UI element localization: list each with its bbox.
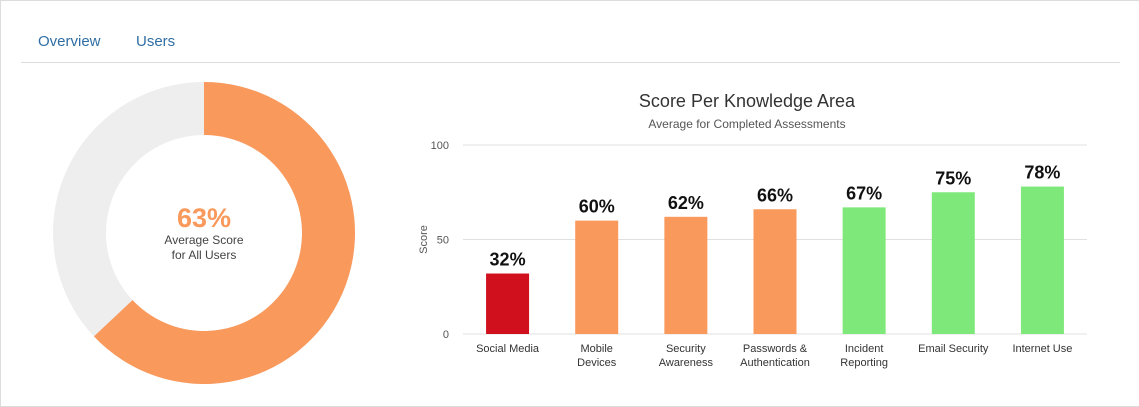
bar-data-label: 75% [935,168,971,188]
x-tick-label: Incident Reporting [840,343,888,369]
chart-subtitle: Average for Completed Assessments [648,117,845,131]
bar-data-label: 62% [668,193,704,213]
y-tick-label: 0 [443,329,449,341]
bar[interactable] [931,192,975,334]
bar[interactable] [753,209,797,334]
tab-users[interactable]: Users [136,33,176,50]
x-tick-label: Mobile Devices [577,343,617,369]
donut-score-arc [93,82,355,384]
bar-data-label: 32% [490,250,526,270]
chart-title: Score Per Knowledge Area [639,91,856,111]
bar[interactable] [1020,186,1064,334]
bar[interactable] [842,207,886,334]
tab-divider [21,62,1120,63]
x-tick-label: Email Security [918,343,989,355]
y-tick-label: 50 [437,235,449,247]
tab-bar: Overview Users [1,1,1139,63]
bar-data-label: 66% [757,185,793,205]
tab-overview[interactable]: Overview [38,33,101,50]
y-axis-label: Score [418,225,430,254]
bar-data-label: 60% [579,197,615,217]
x-tick-label: Security Awareness [659,343,714,369]
bar[interactable] [486,273,530,334]
average-score-donut [53,82,355,384]
bar[interactable] [664,216,708,334]
x-tick-label: Social Media [476,343,540,355]
x-tick-label: Internet Use [1012,343,1072,355]
bar[interactable] [575,220,619,334]
y-tick-label: 100 [431,140,449,152]
x-tick-label: Passwords & Authentication [740,343,810,369]
score-per-knowledge-area-chart: Score Per Knowledge Area Average for Comp… [418,91,1087,369]
bar-data-label: 78% [1024,163,1060,183]
bar-data-label: 67% [846,183,882,203]
